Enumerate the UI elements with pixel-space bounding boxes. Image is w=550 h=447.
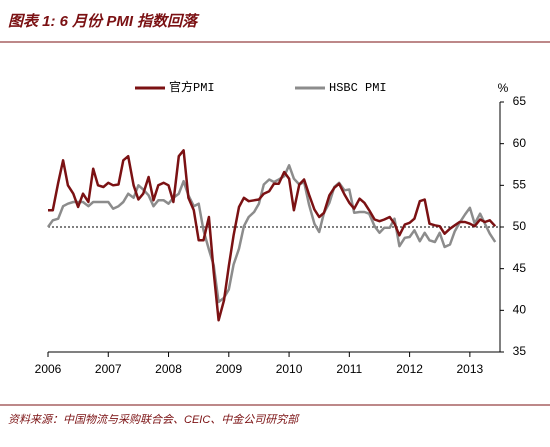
- x-tick-label: 2009: [215, 362, 242, 376]
- x-tick-label: 2006: [35, 362, 62, 376]
- x-tick-label: 2007: [95, 362, 122, 376]
- legend-label: 官方PMI: [169, 79, 215, 95]
- source-note: 资料来源：中国物流与采购联合会、CEIC、中金公司研究部: [8, 413, 300, 426]
- x-tick-label: 2008: [155, 362, 182, 376]
- chart-title: 图表 1: 6 月份 PMI 指数回落: [8, 13, 200, 30]
- series-line: [46, 164, 497, 304]
- y-tick-label: 45: [513, 261, 527, 275]
- x-tick-label: 2010: [276, 362, 303, 376]
- y-tick-label: 60: [513, 136, 527, 150]
- series-line: [48, 149, 497, 322]
- legend-label: HSBC PMI: [329, 81, 387, 95]
- y-tick-label: 65: [513, 94, 527, 108]
- x-tick-label: 2011: [336, 362, 362, 376]
- y-tick-label: 35: [513, 344, 527, 358]
- x-tick-label: 2013: [457, 362, 484, 376]
- y-tick-label: 50: [513, 219, 527, 233]
- y-unit: %: [498, 81, 509, 95]
- y-tick-label: 40: [513, 303, 527, 317]
- x-tick-label: 2012: [396, 362, 423, 376]
- y-tick-label: 55: [513, 178, 527, 192]
